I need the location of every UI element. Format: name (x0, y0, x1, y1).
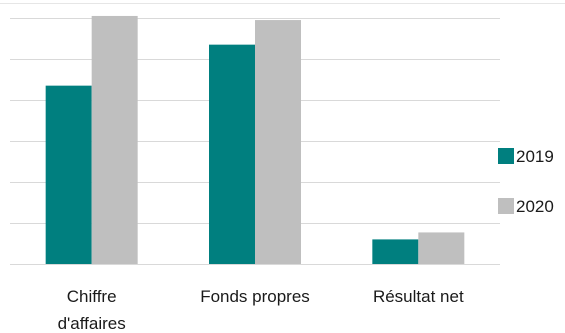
legend-label-2019: 2019 (516, 147, 554, 166)
legend-swatch-2020 (498, 198, 514, 214)
legend-swatch-2019 (498, 148, 514, 164)
bar-2019-0 (45, 85, 92, 265)
category-label: Résultat net (373, 287, 464, 306)
legend: 2019 2020 (498, 147, 554, 216)
legend-label-2020: 2020 (516, 197, 554, 216)
bars-group (45, 15, 465, 265)
category-labels: Chiffre d'affaires Fonds propres Résultat n… (58, 287, 464, 333)
bar-2020-2 (418, 232, 465, 264)
bar-2019-2 (372, 239, 419, 264)
bar-2019-1 (209, 44, 255, 265)
category-label: Chiffre d'affaires (58, 287, 126, 333)
bar-2020-1 (255, 20, 301, 264)
category-label: Fonds propres (200, 287, 310, 306)
bar-2020-0 (91, 15, 138, 265)
